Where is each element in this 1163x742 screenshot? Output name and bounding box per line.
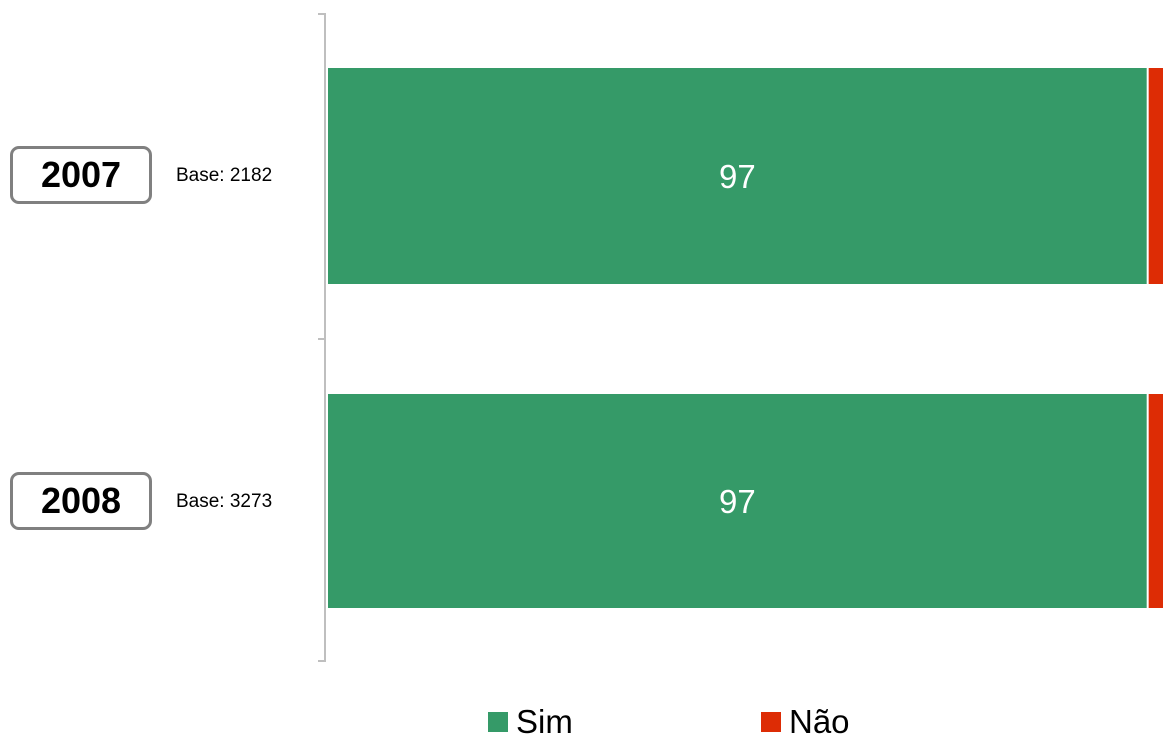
legend-item-sim: Sim	[488, 702, 573, 742]
bar-no-2007	[1148, 68, 1163, 284]
legend-swatch-nao	[761, 712, 781, 732]
bar-no-2008	[1148, 394, 1163, 608]
bar-sim-2007	[328, 68, 1147, 284]
legend-swatch-sim	[488, 712, 508, 732]
bar-sim-2008	[328, 394, 1147, 608]
legend-label-sim: Sim	[516, 703, 573, 740]
legend-item-nao: Não	[761, 702, 850, 742]
base-label-2007: Base: 2182	[176, 165, 273, 186]
data-label-sim-2008: 97	[719, 483, 756, 520]
data-label-no-2008: 3	[1160, 483, 1163, 520]
base-label-2008: Base: 3273	[176, 491, 273, 512]
category-label-2008: 2008	[10, 472, 152, 530]
data-label-no-2007: 3	[1160, 158, 1163, 195]
data-label-sim-2007: 97	[719, 158, 756, 195]
legend-label-nao: Não	[789, 703, 850, 740]
category-label-2007: 2007	[10, 146, 152, 204]
